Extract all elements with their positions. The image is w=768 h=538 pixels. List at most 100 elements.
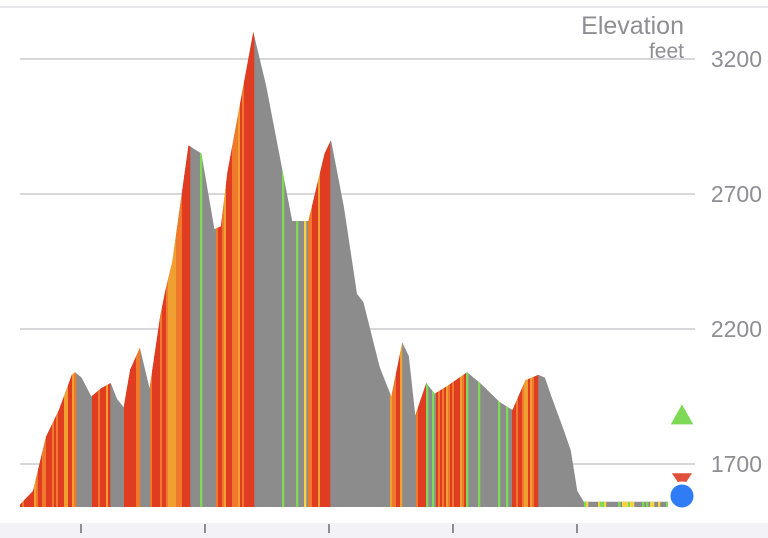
grade-stripe: [184, 32, 187, 507]
grade-stripe: [42, 32, 45, 507]
grade-stripe: [28, 32, 31, 507]
grade-stripe: [626, 32, 629, 507]
grade-stripe: [166, 32, 169, 507]
grade-stripe: [628, 32, 631, 507]
y-tick-label: 3200: [711, 46, 762, 72]
grade-stripe: [398, 32, 401, 507]
x-axis-ticks: [80, 524, 578, 533]
grade-stripe: [72, 32, 75, 507]
grade-stripe: [458, 32, 461, 507]
grade-stripe: [136, 32, 139, 507]
grade-stripe: [506, 32, 509, 507]
grade-stripe: [220, 32, 223, 507]
grade-stripe: [238, 32, 241, 507]
grade-stripe: [226, 32, 229, 507]
grade-stripe: [70, 32, 73, 507]
grade-stripe: [34, 32, 37, 507]
grade-stripe: [440, 32, 443, 507]
grade-stripe: [244, 32, 247, 507]
grade-stripe: [442, 32, 445, 507]
grade-stripe: [100, 32, 103, 507]
grade-stripe: [36, 32, 39, 507]
up-marker-icon[interactable]: [667, 400, 697, 427]
grade-stripe: [250, 32, 253, 507]
grade-stripe: [22, 32, 25, 507]
grade-stripe: [658, 32, 661, 507]
grade-stripe: [74, 32, 77, 507]
grade-stripe: [436, 32, 439, 507]
grade-stripe: [232, 32, 235, 507]
position-marker-icon[interactable]: [667, 481, 697, 511]
grade-stripe: [248, 32, 251, 507]
grade-stripe: [450, 32, 453, 507]
grade-stripe: [532, 32, 535, 507]
grade-stripe: [526, 32, 529, 507]
markers[interactable]: [667, 400, 697, 511]
grade-stripe: [314, 32, 317, 507]
grade-stripe: [666, 32, 668, 507]
grade-stripe: [50, 32, 53, 507]
grade-stripe: [518, 32, 521, 507]
grade-stripe: [188, 32, 191, 507]
grade-stripe: [222, 32, 225, 507]
grade-stripe: [172, 32, 175, 507]
grade-stripe: [632, 32, 635, 507]
grade-stripe: [630, 32, 633, 507]
grade-stripe: [52, 32, 55, 507]
grade-stripe: [156, 32, 159, 507]
grade-stripe: [622, 32, 625, 507]
grade-stripe: [104, 32, 107, 507]
grade-stripe: [536, 32, 539, 507]
grade-stripe: [96, 32, 99, 507]
grade-stripe: [520, 32, 523, 507]
grade-stripe: [26, 32, 29, 507]
grade-stripe: [224, 32, 227, 507]
grade-stripe: [66, 32, 69, 507]
grade-stripe: [296, 32, 299, 507]
grade-stripe: [324, 32, 327, 507]
grade-stripe: [38, 32, 41, 507]
grade-stripe: [624, 32, 627, 507]
grade-stripe: [438, 32, 441, 507]
grade-stripe: [446, 32, 449, 507]
y-tick-label: 2200: [711, 316, 762, 342]
grade-stripe: [158, 32, 161, 507]
grade-stripe: [326, 32, 329, 507]
grade-stripe: [600, 32, 603, 507]
grade-stripe: [64, 32, 67, 507]
grade-stripe: [128, 32, 131, 507]
grade-stripe: [242, 32, 245, 507]
grade-stripe: [448, 32, 451, 507]
grade-stripe: [102, 32, 105, 507]
grade-stripe: [134, 32, 137, 507]
grade-stripe: [60, 32, 63, 507]
grade-stripe: [150, 32, 153, 507]
grade-stripe: [170, 32, 173, 507]
grade-stripe: [44, 32, 47, 507]
grade-stripe: [154, 32, 157, 507]
grade-stripe: [498, 32, 501, 507]
grade-stripe: [522, 32, 525, 507]
grade-stripe: [98, 32, 101, 507]
grade-stripe: [652, 32, 655, 507]
grade-stripe: [422, 32, 425, 507]
grade-stripe: [516, 32, 519, 507]
grade-stripe: [228, 32, 231, 507]
grade-stripe: [92, 32, 95, 507]
grade-stripe: [310, 32, 313, 507]
grade-stripe: [598, 32, 601, 507]
grade-stripe: [282, 32, 285, 507]
down-marker-icon[interactable]: [668, 471, 696, 493]
grade-stripe: [308, 32, 311, 507]
grade-stripe: [216, 32, 219, 507]
grade-stripe: [642, 32, 645, 507]
grade-stripe: [240, 32, 243, 507]
grade-stripe: [586, 32, 589, 507]
grade-stripe: [452, 32, 455, 507]
grade-stripe: [176, 32, 179, 507]
grade-stripe: [456, 32, 459, 507]
grade-stripe: [478, 32, 481, 507]
grade-stripe: [152, 32, 155, 507]
grade-stripe: [390, 32, 393, 507]
